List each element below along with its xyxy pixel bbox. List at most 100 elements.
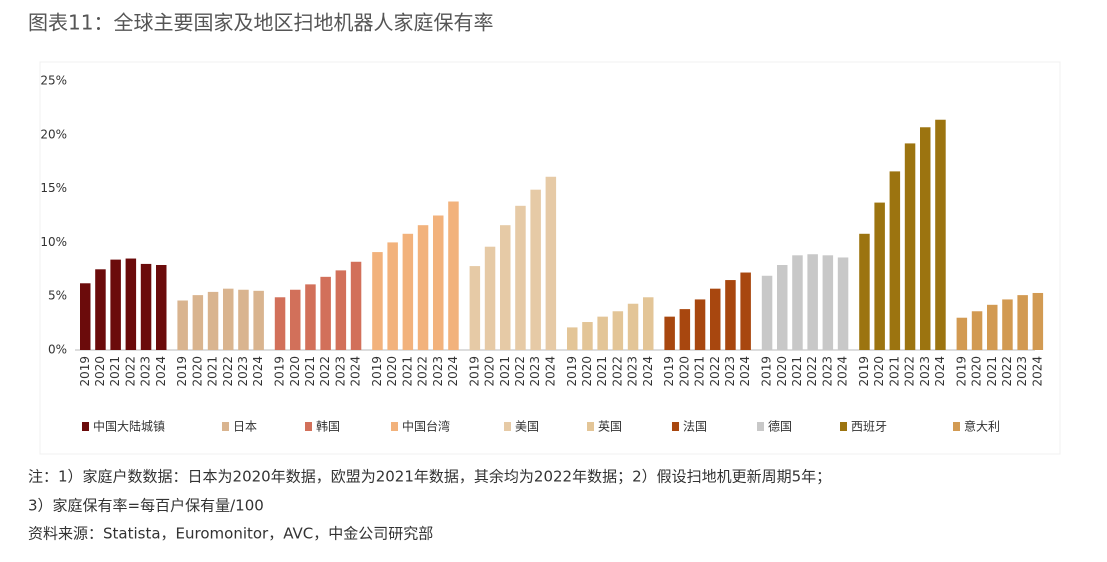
legend-label: 中国台湾 — [402, 419, 450, 434]
bar — [500, 225, 511, 350]
x-tick-label: 2024 — [738, 356, 752, 387]
bar — [643, 297, 654, 350]
bar — [207, 291, 219, 350]
bar — [125, 258, 137, 350]
x-tick-label: 2022 — [318, 356, 332, 387]
legend-swatch — [587, 422, 594, 431]
x-tick-label: 2020 — [483, 356, 497, 387]
x-tick-label: 2024 — [349, 356, 363, 387]
bar — [792, 255, 803, 350]
y-tick-label: 25% — [40, 74, 67, 88]
bar — [469, 266, 481, 350]
bar — [238, 289, 249, 350]
x-tick-label: 2021 — [400, 356, 414, 387]
bar — [372, 252, 383, 350]
x-tick-label: 2019 — [175, 356, 189, 387]
bar — [920, 127, 931, 350]
x-tick-label: 2022 — [1000, 356, 1014, 387]
bar — [612, 311, 624, 350]
bar — [402, 233, 414, 350]
y-tick-label: 20% — [40, 127, 67, 141]
legend-label: 日本 — [233, 420, 257, 434]
x-tick-label: 2020 — [190, 356, 204, 387]
bar — [859, 233, 870, 350]
x-tick-label: 2023 — [333, 356, 347, 387]
x-tick-label: 2022 — [416, 356, 430, 387]
bar — [530, 189, 541, 350]
x-tick-label: 2022 — [805, 356, 819, 387]
x-tick-label: 2023 — [1015, 356, 1029, 387]
note: 3）家庭保有率=每百户保有量/100 — [28, 497, 264, 515]
x-tick-label: 2020 — [970, 356, 984, 387]
legend-label: 西班牙 — [851, 420, 887, 434]
x-tick-label: 2021 — [303, 356, 317, 387]
bar — [874, 202, 885, 350]
bar — [320, 276, 331, 350]
bar — [433, 215, 444, 350]
bar — [484, 246, 496, 350]
bar — [223, 288, 234, 350]
y-tick-label: 5% — [48, 289, 67, 303]
bar — [582, 322, 593, 350]
x-tick-label: 2024 — [543, 356, 557, 387]
x-tick-label: 2019 — [467, 356, 481, 387]
bar — [140, 263, 152, 350]
bar — [956, 317, 968, 350]
bar — [987, 304, 998, 350]
bar — [664, 316, 675, 350]
bar — [177, 300, 188, 350]
x-tick-label: 2023 — [626, 356, 640, 387]
bar — [448, 201, 459, 350]
x-tick-label: 2020 — [385, 356, 399, 387]
x-tick-label: 2023 — [918, 356, 932, 387]
x-tick-label: 2020 — [288, 356, 302, 387]
bar — [1002, 299, 1013, 350]
legend-label: 英国 — [598, 420, 622, 434]
bar — [80, 283, 91, 350]
legend-label: 意大利 — [964, 419, 1000, 434]
bar — [350, 261, 362, 350]
x-tick-label: 2021 — [985, 356, 999, 387]
y-tick-label: 15% — [40, 181, 67, 195]
x-tick-label: 2021 — [498, 356, 512, 387]
x-tick-label: 2024 — [933, 356, 947, 387]
bar — [417, 225, 429, 350]
bar — [761, 275, 773, 350]
x-tick-label: 2019 — [662, 356, 676, 387]
bar — [274, 297, 286, 350]
x-tick-label: 2019 — [370, 356, 384, 387]
x-tick-label: 2019 — [760, 356, 774, 387]
bar — [545, 176, 557, 350]
x-tick-label: 2020 — [93, 356, 107, 387]
x-tick-label: 2024 — [641, 356, 655, 387]
legend-label: 德国 — [768, 419, 792, 434]
x-tick-label: 2021 — [693, 356, 707, 387]
x-tick-label: 2023 — [139, 356, 153, 387]
bar — [253, 290, 264, 350]
x-tick-label: 2021 — [595, 356, 609, 387]
legend-label: 美国 — [515, 420, 539, 434]
bar — [837, 257, 849, 350]
bar — [290, 289, 301, 350]
legend-swatch — [391, 422, 398, 431]
bar — [387, 242, 398, 350]
x-tick-label: 2022 — [513, 356, 527, 387]
x-tick-label: 2023 — [820, 356, 834, 387]
bar — [822, 255, 834, 350]
bar — [935, 119, 946, 351]
legend-label: 法国 — [683, 420, 707, 434]
bar — [904, 143, 916, 350]
bar — [597, 316, 608, 350]
x-tick-label: 2022 — [610, 356, 624, 387]
x-tick-label: 2024 — [251, 356, 265, 387]
bar — [192, 295, 204, 350]
bar — [740, 272, 751, 350]
y-tick-label: 0% — [48, 343, 67, 357]
x-tick-label: 2019 — [273, 356, 287, 387]
bar — [725, 280, 736, 350]
bar — [710, 288, 721, 350]
note: 注：1）家庭户数数据：日本为2020年数据，欧盟为2021年数据，其余均为202… — [28, 468, 831, 486]
x-tick-label: 2019 — [857, 356, 871, 387]
bar — [515, 205, 526, 350]
x-tick-label: 2021 — [887, 356, 901, 387]
